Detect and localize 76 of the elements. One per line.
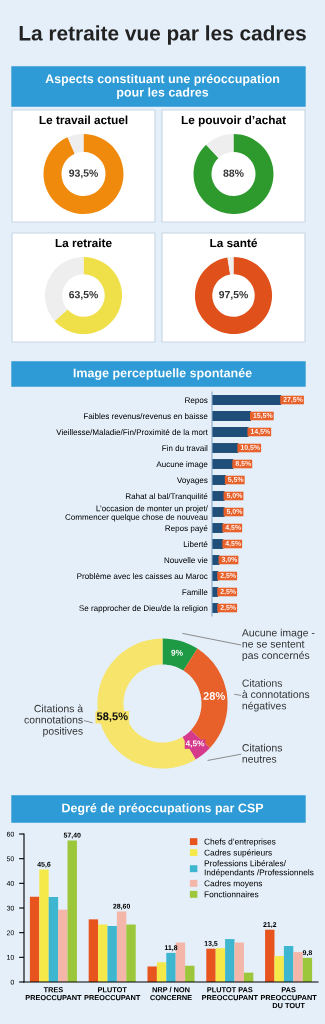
y-tick-label: Problème avec les caisses au Maroc [77, 572, 208, 579]
donut-slice [67, 134, 84, 154]
bar [107, 926, 117, 982]
y-tick-label: Nouvelle vie [164, 557, 208, 563]
bar [212, 411, 252, 421]
y-tick-label: Aucune image [156, 461, 208, 469]
legend-label: Chefs d’entreprises [204, 838, 276, 847]
y-tick-label: Voyages [176, 477, 208, 485]
donut-slice [193, 134, 274, 214]
bar [212, 443, 239, 453]
donut-slice [43, 134, 124, 214]
legend-label: Cadres moyens [204, 880, 263, 888]
bar [58, 909, 68, 982]
bar [234, 942, 244, 982]
y-tick-label: Repos [185, 397, 208, 405]
bar [126, 924, 136, 982]
y-tick-label: Faibles revenus/revenus en baisse [84, 413, 208, 419]
y-tick-label: Se rapprocher de Dieu/de la religion [79, 605, 208, 613]
bar [67, 840, 77, 982]
bar [302, 957, 313, 982]
data-label: 9% [171, 649, 183, 656]
legend-label: Fonctionnaires [204, 891, 259, 898]
data-label: 4,5% [185, 740, 205, 748]
slice-label: Citations neutres [242, 743, 283, 763]
bar [116, 911, 127, 982]
legend-label: Cadres supérieurs [204, 849, 272, 858]
bar [293, 952, 303, 982]
chart-title: Image perceptuelle spontanée [73, 368, 252, 380]
bar [212, 507, 225, 517]
chart-title: La retraite [55, 238, 112, 248]
chart-title: Degré de préoccupations par CSP [62, 803, 264, 815]
donut-slice [194, 256, 273, 335]
y-tick-label: Repos payé [165, 525, 208, 533]
bar [166, 952, 176, 982]
legend-label: Citations à connotations négatives [242, 679, 310, 712]
chart-title: Le pouvoir d’achat [181, 115, 286, 127]
donut-slice [206, 134, 234, 158]
bar [156, 962, 167, 982]
data-label: 97,5% [219, 290, 248, 300]
y-tick-label: Fin du travail [162, 445, 208, 451]
bar [98, 924, 108, 982]
donut-slice [54, 256, 123, 335]
bar [88, 919, 99, 982]
text: La retraite vue par les cadres [19, 25, 306, 45]
bar [48, 896, 59, 982]
bar [29, 896, 40, 982]
bar [212, 491, 225, 501]
bar [215, 948, 226, 982]
bar [212, 459, 234, 469]
donut-slice [183, 648, 228, 749]
data-label: 88% [223, 169, 244, 177]
y-tick-label: Vieillesse/Maladie/Fin/Proximité de la mort [56, 428, 208, 435]
text: Aspects constituant une préoccupation pour les cadres [45, 73, 280, 100]
legend-label: Professions Libérales/ Indépendants /Professionnels [204, 860, 314, 877]
slice-label: Citations à connotations positives [24, 704, 84, 737]
data-label: 58,5% [96, 712, 128, 722]
data-label: 28% [203, 692, 225, 700]
data-label: 93,5% [69, 169, 98, 179]
data-label: 63,5% [69, 290, 98, 300]
bar [212, 427, 249, 437]
chart-title: La santé [210, 238, 258, 248]
bar [147, 966, 157, 982]
bar [274, 956, 284, 982]
y-tick-label: Famille [182, 589, 208, 595]
bar [206, 948, 216, 982]
bar [185, 965, 195, 982]
bar [283, 945, 294, 982]
chart-title: Le travail actuel [39, 115, 128, 125]
bar [265, 929, 275, 982]
bar [225, 939, 235, 982]
y-tick-label: Rahat al bal/Tranquilité [125, 493, 208, 501]
bar [212, 395, 282, 405]
y-tick-label: L’occasion de monter un projet/ Commencer quelque chose de nouveau [65, 505, 208, 522]
bar [39, 869, 49, 982]
y-tick-label: Liberté [183, 540, 208, 547]
slice-label: Aucune image - ne se sentent pas concernés [241, 628, 315, 662]
